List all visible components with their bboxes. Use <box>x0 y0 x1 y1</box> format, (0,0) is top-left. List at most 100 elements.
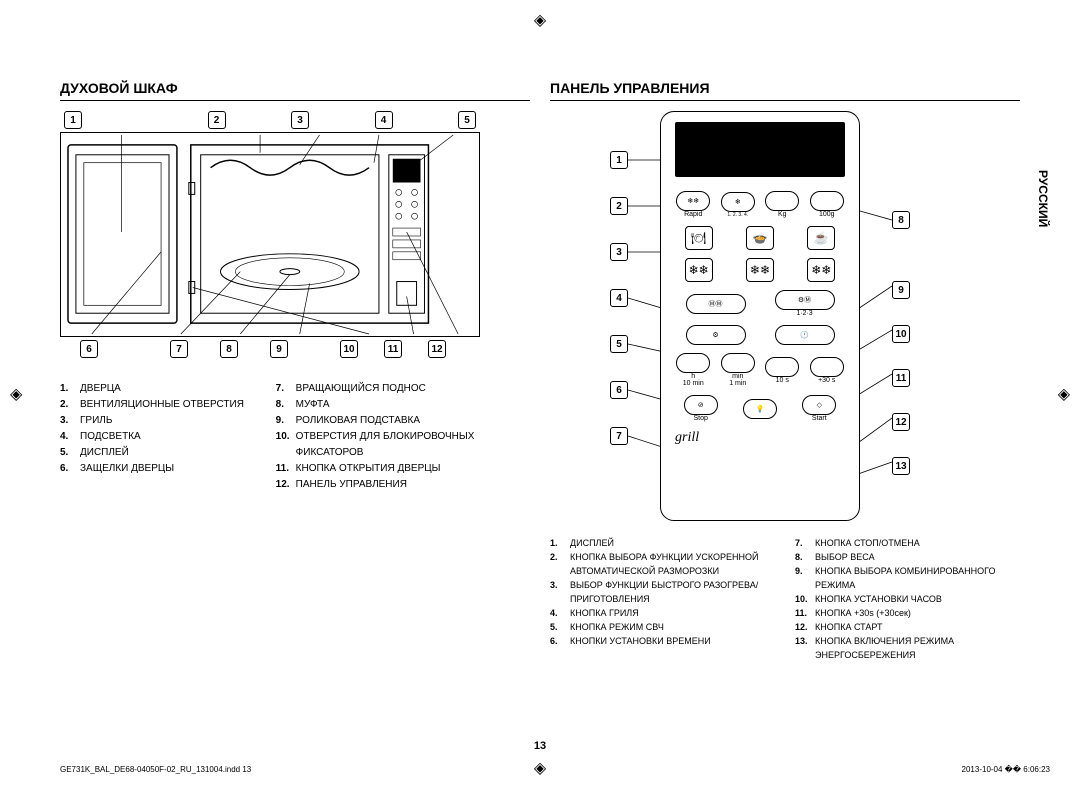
oven-parts-left: 1.ДВЕРЦА 2.ВЕНТИЛЯЦИОННЫЕ ОТВЕРСТИЯ 3.ГР… <box>60 381 256 493</box>
page-number: 13 <box>534 740 546 752</box>
time-button <box>765 357 799 377</box>
footer-right: 2013-10-04 �� 6:06:23 <box>962 765 1050 774</box>
footer-left: GE731K_BAL_DE68-04050F-02_RU_131004.indd… <box>60 765 251 774</box>
registration-mark: ◈ <box>1058 384 1070 404</box>
part-text: КНОПКА СТОП/ОТМЕНА <box>815 537 920 551</box>
callout: 11 <box>892 369 910 387</box>
panel-parts-right: 7. КНОПКА СТОП/ОТМЕНА 8. ВЫБОР ВЕСА 9. КНОП… <box>795 537 1020 662</box>
part-text: МУФТА <box>296 397 330 413</box>
callout: 4 <box>375 111 393 129</box>
panel-parts-left: 1.ДИСПЛЕЙ 2.КНОПКА ВЫБОРА ФУНКЦИИ УСКОРЕ… <box>550 537 775 662</box>
callout: 1 <box>610 151 628 169</box>
label: 10 min <box>676 380 710 387</box>
callout: 5 <box>458 111 476 129</box>
callout: 3 <box>291 111 309 129</box>
time-button <box>721 353 755 373</box>
oven-parts-right: 7.ВРАЩАЮЩИЙСЯ ПОДНОС 8.МУФТА 9.РОЛИКОВАЯ… <box>276 381 530 493</box>
food-icon: 🍲 <box>746 226 774 250</box>
callout: 10 <box>892 325 910 343</box>
part-num: 7. <box>276 381 292 397</box>
food-icon: ☕ <box>807 226 835 250</box>
oven-callouts-top: 1 2 3 4 5 <box>60 111 480 129</box>
part-num: 8. <box>795 551 811 565</box>
callout: 3 <box>610 243 628 261</box>
part-num: 12. <box>276 477 292 493</box>
time-button <box>810 357 844 377</box>
microwave-button: ⚙ <box>686 325 746 345</box>
panel-callouts-left: 1 2 3 4 5 6 7 <box>610 151 628 445</box>
label: Start <box>802 415 836 422</box>
callout: 1 <box>64 111 82 129</box>
label: 1·2·3 <box>775 310 835 317</box>
panel-callouts-right: 8 9 10 11 12 13 <box>892 211 910 475</box>
time-button <box>676 353 710 373</box>
part-num: 3. <box>60 413 76 429</box>
oven-diagram: 1 2 3 4 5 <box>60 111 480 371</box>
label: 100g <box>810 211 844 218</box>
part-text: ПОДСВЕТКА <box>80 429 141 445</box>
part-num: 5. <box>60 445 76 461</box>
part-text: ЗАЩЕЛКИ ДВЕРЦЫ <box>80 461 174 477</box>
callout: 5 <box>610 335 628 353</box>
part-num: 4. <box>60 429 76 445</box>
display-icon <box>675 122 845 177</box>
label: min <box>721 373 755 380</box>
food-icon: ❄❄ <box>685 258 713 282</box>
registration-mark: ◈ <box>10 384 22 404</box>
part-text: РОЛИКОВАЯ ПОДСТАВКА <box>296 413 420 429</box>
footer: GE731K_BAL_DE68-04050F-02_RU_131004.indd… <box>60 765 1050 774</box>
callout: 2 <box>610 197 628 215</box>
callout: 6 <box>610 381 628 399</box>
page-content: ДУХОВОЙ ШКАФ 1 2 3 4 5 <box>0 0 1080 702</box>
part-num: 6. <box>550 635 566 649</box>
defrost-button: ❄ <box>721 192 755 212</box>
callout: 7 <box>610 427 628 445</box>
part-text: ДИСПЛЕЙ <box>80 445 129 461</box>
part-text: КНОПКА +30s (+30сек) <box>815 607 911 621</box>
part-num: 2. <box>550 551 566 579</box>
oven-title: ДУХОВОЙ ШКАФ <box>60 80 530 101</box>
part-num: 9. <box>795 565 811 593</box>
oven-section: ДУХОВОЙ ШКАФ 1 2 3 4 5 <box>60 80 530 662</box>
kg-button <box>765 191 799 211</box>
part-text: ВЫБОР ВЕСА <box>815 551 875 565</box>
part-num: 6. <box>60 461 76 477</box>
callout: 12 <box>428 340 446 358</box>
part-text: КНОПКА РЕЖИМ СВЧ <box>570 621 664 635</box>
panel-title: ПАНЕЛЬ УПРАВЛЕНИЯ <box>550 80 1020 101</box>
part-text: ВЕНТИЛЯЦИОННЫЕ ОТВЕРСТИЯ <box>80 397 244 413</box>
registration-mark: ◈ <box>534 10 546 30</box>
panel-diagram: 1 2 3 4 5 6 7 8 9 10 11 12 13 <box>550 111 970 531</box>
part-text: КНОПКА ОТКРЫТИЯ ДВЕРЦЫ <box>296 461 441 477</box>
label: 1 min <box>721 380 755 387</box>
callout: 8 <box>220 340 238 358</box>
callout: 2 <box>208 111 226 129</box>
label: h <box>676 373 710 380</box>
part-num: 4. <box>550 607 566 621</box>
part-text: КНОПКА ВКЛЮЧЕНИЯ РЕЖИМА ЭНЕРГОСБЕРЕЖЕНИЯ <box>815 635 1020 663</box>
callout: 10 <box>340 340 358 358</box>
callout: 11 <box>384 340 402 358</box>
part-text: КНОПКА УСТАНОВКИ ЧАСОВ <box>815 593 942 607</box>
label: Rapid <box>676 211 710 218</box>
part-text: КНОПКА ГРИЛЯ <box>570 607 639 621</box>
rapid-button: ❄❄ <box>676 191 710 211</box>
part-num: 1. <box>550 537 566 551</box>
grill-button: ⓂⓂ <box>686 294 746 314</box>
part-num: 8. <box>276 397 292 413</box>
part-num: 7. <box>795 537 811 551</box>
food-icon: 🍽 <box>685 226 713 250</box>
callout: 9 <box>270 340 288 358</box>
grill-text: grill <box>661 426 859 450</box>
part-num: 5. <box>550 621 566 635</box>
part-text: КНОПКИ УСТАНОВКИ ВРЕМЕНИ <box>570 635 711 649</box>
stop-button: ⊘ <box>684 395 718 415</box>
clock-button: 🕐 <box>775 325 835 345</box>
part-num: 11. <box>276 461 292 477</box>
part-num: 12. <box>795 621 811 635</box>
callout: 12 <box>892 413 910 431</box>
part-num: 11. <box>795 607 811 621</box>
label: +30 s <box>810 377 844 384</box>
label: 1. 2. 3. 4. <box>721 212 755 218</box>
part-text: ВРАЩАЮЩИЙСЯ ПОДНОС <box>296 381 426 397</box>
